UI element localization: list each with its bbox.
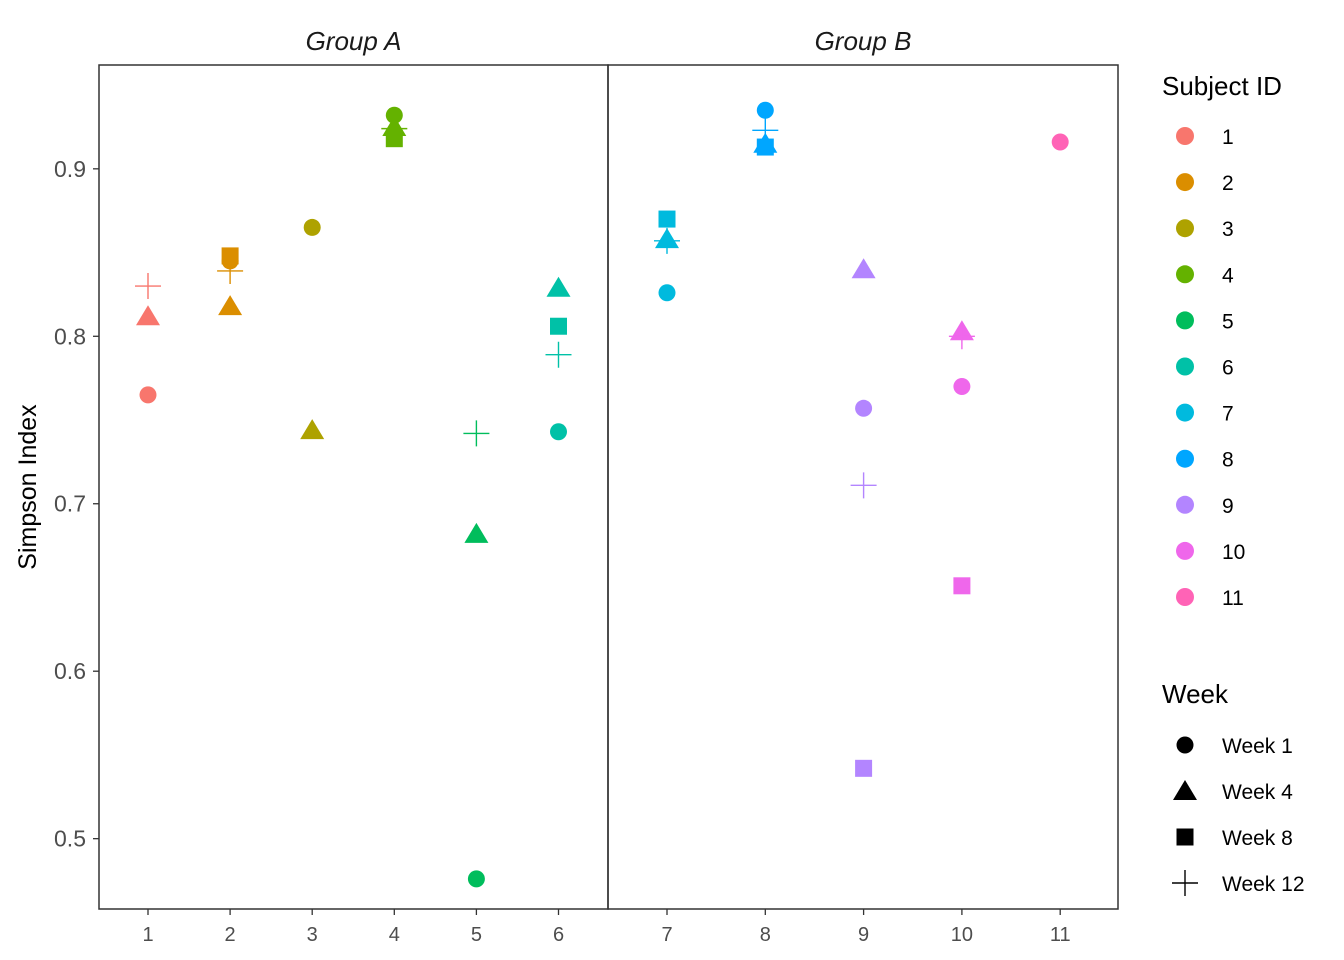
y-tick-label: 0.6 [54,658,86,684]
y-axis-label: Simpson Index [14,404,42,570]
x-tick-label: 6 [553,924,564,946]
data-point [654,227,680,254]
legend-key [1176,495,1194,514]
data-point [658,284,676,302]
legend-key [1176,403,1194,422]
x-tick-label: 2 [225,924,236,946]
legend-label: 11 [1222,587,1244,610]
data-point [139,386,157,404]
legend-label: 3 [1222,218,1234,241]
data-point [756,138,774,156]
data-point [463,420,490,447]
data-point [756,101,774,119]
y-tick-label: 0.5 [54,826,86,852]
data-point [221,247,239,265]
data-point [303,218,321,236]
legend-title: Week [1162,679,1229,709]
x-tick-label: 9 [858,924,869,946]
x-tick-label: 5 [471,924,482,946]
data-point [752,117,779,144]
panel-2: Group B 7 8 9 10 11 [607,26,1119,946]
legend-subject-id: Subject ID 1 2 3 4 5 6 7 8 9 10 11 [1162,71,1282,610]
x-tick-label: 1 [142,924,153,946]
legend-label: Week 4 [1222,781,1293,804]
data-point [381,115,408,142]
legend-key [1176,311,1194,330]
legend-key [1176,828,1194,846]
legend-label: 7 [1222,403,1234,426]
legend-key [1176,265,1194,284]
data-point [464,522,489,543]
panels: Group A 0.5 0.6 0.7 0.8 0.9 1 2 3 4 5 6 Group B 7 8 9 10… [54,26,1119,946]
legend-key [1176,588,1194,606]
data-point [550,317,567,335]
legend-key [1176,357,1194,376]
data-point [953,577,971,595]
data-point [467,870,485,888]
legend-label: Week 1 [1222,735,1293,758]
legend-label: 8 [1222,449,1234,472]
data-point [850,472,877,499]
data-point [851,258,876,279]
legend-key [1173,780,1197,800]
legend-key [1176,736,1194,754]
data-point [545,341,572,368]
legend-label: 1 [1222,126,1234,149]
panel-title: Group B [815,26,912,56]
data-point [546,276,571,297]
legend-label: 9 [1222,495,1234,518]
legend-label: 5 [1222,310,1234,333]
y-tick-label: 0.8 [54,323,86,349]
panel-title: Group A [306,26,402,56]
legend-label: 4 [1222,264,1234,287]
data-point [218,295,243,316]
data-point [550,423,567,441]
data-point [855,399,873,417]
legend-key [1176,127,1194,145]
data-point [658,210,676,228]
legend-week: Week Week 1 Week 4 Week 8 Week 12 [1162,679,1305,896]
y-tick-label: 0.9 [54,156,86,182]
legend-key [1176,173,1194,192]
data-point [385,106,403,124]
legend-key [1176,219,1194,238]
data-point [136,305,160,326]
legend-key [1176,449,1194,468]
data-point [217,257,244,284]
x-tick-label: 8 [760,924,771,946]
x-tick-label: 11 [1050,924,1071,946]
legend-label: Week 12 [1222,873,1305,896]
legend-label: 6 [1222,357,1234,380]
data-point [135,273,161,300]
x-tick-label: 3 [307,924,318,946]
x-tick-label: 7 [661,924,672,946]
data-point [300,419,325,440]
legend-label: Week 8 [1222,827,1293,850]
legend-key [1172,870,1198,896]
data-point [953,378,971,396]
panel-1: Group A 0.5 0.6 0.7 0.8 0.9 1 2 3 4 5 6 [54,26,609,946]
data-point [948,323,975,350]
legend-title: Subject ID [1162,71,1282,101]
legend-label: 2 [1222,172,1234,195]
data-point [1051,133,1069,151]
x-tick-label: 10 [951,924,973,946]
legend-key [1176,541,1194,560]
data-point [855,759,873,777]
y-tick-label: 0.7 [54,491,86,517]
x-tick-label: 4 [389,924,400,946]
legend-label: 10 [1222,541,1245,564]
